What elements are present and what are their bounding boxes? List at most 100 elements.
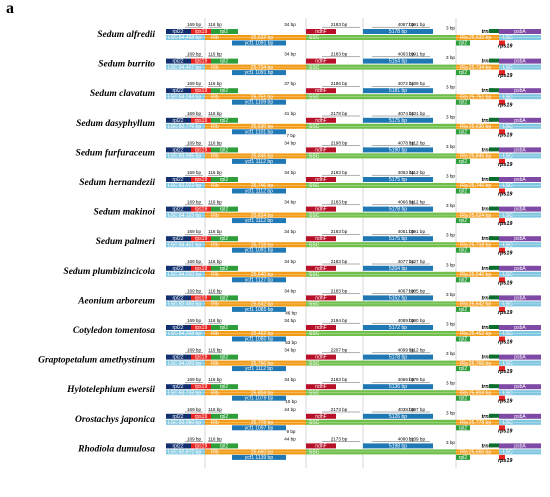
gene-rpl2-ira (456, 306, 470, 312)
gene-rpl2-ira-label: rpl2 (459, 70, 468, 76)
ycf1-ir-label: 1112 bp (409, 170, 425, 175)
ndhf-length-label: 2183 bp (331, 22, 348, 27)
region-irb-length: 25,624 bp (251, 213, 273, 219)
rpl22-overlap-label: 169 bp (187, 81, 201, 86)
gene-rpl2-ira-label: rpl2 (459, 218, 468, 224)
gene-rpl22 (166, 206, 191, 212)
gene-ycf1 (363, 117, 433, 123)
ndhf-overlap-label: 46 bp (285, 310, 297, 315)
ndhf-length-label: 2183 bp (331, 288, 348, 293)
gene-psba-label: psbA (514, 207, 526, 213)
gene-rps19 (191, 147, 211, 153)
region-irb-length: 25,632 bp (251, 35, 273, 41)
trnh-distance-label: 3 bp (446, 262, 455, 267)
gene-rpl2-ira (456, 129, 470, 135)
ycf1-ssc-label: 4051 bp (398, 229, 415, 234)
gene-rps19-label: rps19 (195, 236, 208, 242)
ndhf-overlap-label: 53 bp (285, 340, 297, 345)
gene-rps19 (191, 88, 211, 94)
region-lsc-end-label: LSC (503, 361, 513, 367)
gene-rps19-ira-label: rps19 (498, 44, 512, 50)
gene-rpl22 (166, 413, 191, 419)
region-irb-length: 25,462 bp (251, 331, 273, 337)
rpl2-distance-label: 116 bp (208, 318, 222, 323)
gene-rps19 (191, 236, 211, 242)
gene-ycf1-length: 5178 bp (389, 29, 407, 35)
rpl2-distance-label: 116 bp (208, 377, 222, 382)
region-ira-length: 25,804 bp (469, 390, 491, 396)
gene-rpl22-label: rpl22 (172, 29, 183, 35)
gene-ndhf-label: ndhF (315, 88, 326, 94)
species-name: Cotyledon tomentosa (73, 326, 155, 336)
region-lsc-label: LSC (168, 183, 178, 189)
region-ira-length: 25,624 bp (469, 213, 491, 219)
gene-trnh-label: trnH (481, 236, 492, 242)
gene-rpl2-label: rpl2 (220, 384, 229, 390)
ndhf-distance-label: 34 bp (284, 259, 296, 264)
region-ira-label: IRa (460, 154, 468, 160)
ycf1-ssc-label: 4080 bp (398, 436, 415, 441)
gene-ndhf-label: ndhF (315, 295, 326, 301)
gene-trnh (489, 384, 499, 389)
gene-rpl22 (166, 325, 191, 330)
region-lsc-end-label: LSC (503, 94, 513, 100)
region-irb-length: 25,640 bp (251, 272, 273, 278)
gene-ycf1-fragment-label: ycf1 1112 bp (245, 189, 273, 195)
gene-ycf1 (363, 236, 433, 242)
gene-rps19-label: rps19 (195, 355, 208, 361)
region-irb-label: IRb (211, 272, 219, 278)
gene-trnh (489, 117, 499, 122)
region-irb-label: IRb (211, 361, 219, 367)
species-name: Sedum dasyphyllum (76, 119, 155, 129)
region-ssc-label: SSC (309, 35, 320, 41)
gene-rpl22 (166, 88, 191, 94)
gene-rpl2 (211, 413, 238, 419)
gene-rps19 (191, 325, 211, 330)
gene-ndhf (306, 88, 336, 94)
gene-rps19-ira (499, 158, 505, 164)
gene-ycf1 (363, 295, 433, 301)
gene-ycf1-fragment-label: ycf1 1079 bp (245, 396, 274, 402)
ycf1-ssc-label: 4072 bp (398, 81, 415, 86)
gene-ycf1-length: 5178 bp (389, 207, 407, 213)
ycf1-ssc-label: 4089 bp (398, 318, 415, 323)
gene-ycf1 (363, 88, 433, 94)
region-ira-length: 25,766 bp (469, 361, 491, 367)
species-name: Sedum alfredii (97, 30, 155, 40)
region-lsc-length: 84,244 bp (179, 94, 201, 100)
ycf1-ssc-label: 4099 bp (398, 348, 415, 353)
ndhf-length-label: 2173 bp (331, 407, 348, 412)
region-irb-label: IRb (211, 302, 219, 308)
ndhf-length-label: 2183 bp (331, 52, 348, 57)
region-ira-length: 25,718 bp (469, 242, 491, 248)
gene-ycf1 (363, 29, 433, 34)
region-ira-length: 25,734 bp (469, 65, 491, 71)
gene-rpl2-ira (456, 395, 470, 401)
rpl2-distance-label: 116 bp (208, 81, 222, 86)
gene-ycf1-fragment (232, 454, 286, 460)
gene-ycf1-fragment-label: ycf1 1112 bp (245, 366, 273, 372)
gene-ndhf (306, 265, 336, 271)
gene-rpl22-label: rpl22 (172, 266, 183, 272)
region-ira-label: IRa (460, 65, 468, 71)
region-irb-length: 25,751 bp (251, 94, 273, 100)
gene-ycf1-length: 5126 bp (389, 414, 407, 420)
ycf1-ir-label: 1139 bp (409, 436, 426, 441)
gene-rpl2-ira-label: rpl2 (459, 396, 468, 402)
ndhf-distance-label: 34 bp (284, 348, 296, 353)
ycf1-ir-label: 1109 bp (409, 81, 426, 86)
gene-rpl2-label: rpl2 (220, 266, 229, 272)
region-irb-label: IRb (211, 35, 219, 41)
rpl22-overlap-label: 169 bp (187, 22, 201, 27)
rpl2-distance-label: 116 bp (208, 407, 222, 412)
gene-rpl2-label: rpl2 (220, 177, 229, 183)
gene-ycf1-fragment (232, 425, 286, 431)
gene-rpl2 (211, 384, 238, 390)
region-lsc-length: 82,776 bp (179, 124, 201, 130)
region-lsc-end-label: LSC (503, 390, 513, 396)
gene-rpl2-label: rpl2 (220, 443, 229, 449)
gene-ycf1 (363, 147, 433, 153)
gene-psba (499, 88, 541, 94)
gene-ycf1 (363, 384, 433, 390)
gene-rps19-ira (499, 129, 505, 135)
